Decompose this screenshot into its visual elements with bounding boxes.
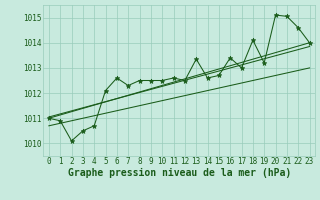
X-axis label: Graphe pression niveau de la mer (hPa): Graphe pression niveau de la mer (hPa) (68, 168, 291, 178)
